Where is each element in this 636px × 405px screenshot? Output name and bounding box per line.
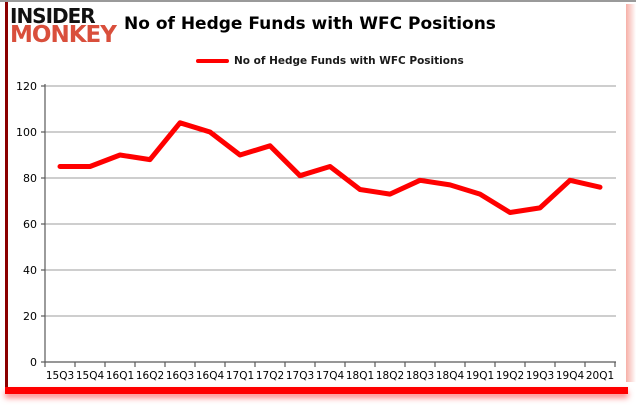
chart-title: No of Hedge Funds with WFC Positions xyxy=(124,14,496,34)
y-tick-label: 40 xyxy=(23,264,37,277)
frame-top-line xyxy=(0,0,636,2)
x-tick-label: 17Q3 xyxy=(286,370,314,382)
x-tick-label: 16Q1 xyxy=(106,370,134,382)
insider-monkey-logo: INSIDER MONKEY xyxy=(10,4,117,49)
x-tick-label: 19Q2 xyxy=(496,370,524,382)
x-tick-label: 16Q2 xyxy=(136,370,164,382)
x-tick-label: 19Q1 xyxy=(466,370,494,382)
y-tick-label: 0 xyxy=(30,356,37,369)
y-tick-label: 100 xyxy=(16,126,37,139)
x-tick-label: 18Q4 xyxy=(436,370,465,382)
x-tick-label: 17Q1 xyxy=(226,370,254,382)
x-tick-label: 16Q3 xyxy=(166,370,194,382)
y-tick-label: 20 xyxy=(23,310,37,323)
y-tick-label: 80 xyxy=(23,172,37,185)
logo-word-monkey: MONKEY xyxy=(10,22,117,49)
x-tick-label: 18Q1 xyxy=(346,370,374,382)
frame-left-line xyxy=(5,2,8,387)
x-tick-label: 18Q3 xyxy=(406,370,434,382)
x-tick-label: 19Q4 xyxy=(556,370,585,382)
y-tick-label: 120 xyxy=(16,80,37,93)
y-tick-label: 60 xyxy=(23,218,37,231)
x-tick-label: 17Q2 xyxy=(256,370,284,382)
x-tick-label: 16Q4 xyxy=(196,370,225,382)
x-tick-label: 18Q2 xyxy=(376,370,404,382)
x-tick-label: 15Q4 xyxy=(76,370,105,382)
frame-right-glow xyxy=(626,4,636,382)
logo-word-insider: INSIDER xyxy=(10,4,96,28)
x-tick-label: 20Q1 xyxy=(586,370,614,382)
frame-bottom-band xyxy=(5,387,628,394)
data-series-line xyxy=(57,120,603,215)
x-tick-label: 17Q4 xyxy=(316,370,345,382)
legend-line-swatch xyxy=(196,59,229,63)
chart-legend: No of Hedge Funds with WFC Positions xyxy=(196,55,464,67)
x-tick-label: 15Q3 xyxy=(46,370,74,382)
legend-label: No of Hedge Funds with WFC Positions xyxy=(234,55,464,67)
x-tick-label: 19Q3 xyxy=(526,370,554,382)
